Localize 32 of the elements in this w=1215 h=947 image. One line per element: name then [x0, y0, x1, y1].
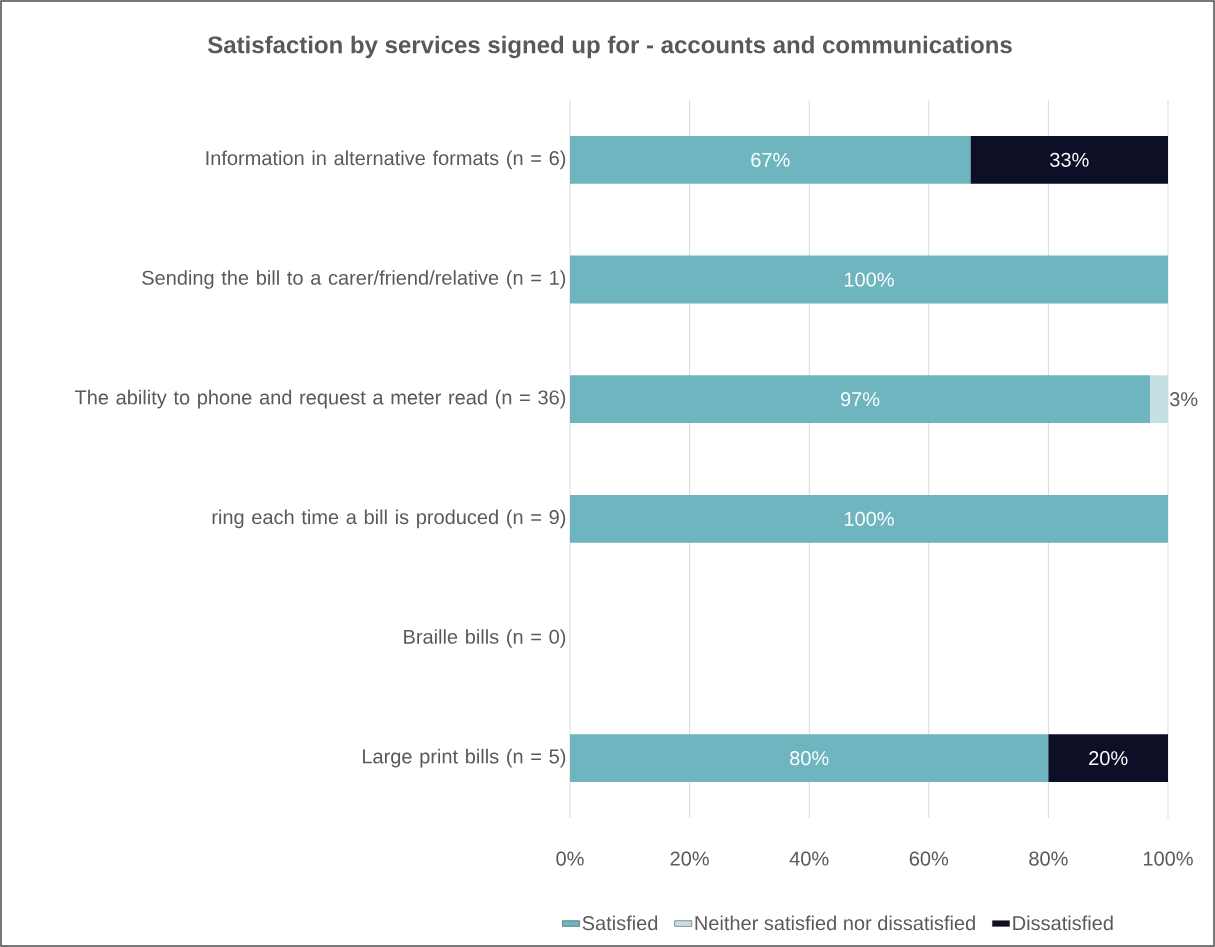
y-tick-label: Large print bills (n = 5): [363, 748, 566, 768]
x-tick-label: 0%: [556, 851, 584, 866]
x-tick-label: 100%: [1143, 851, 1193, 866]
bar: [570, 135, 971, 184]
data-label: 20%: [1089, 751, 1128, 766]
data-label: 80%: [790, 751, 829, 766]
data-label: 100%: [844, 272, 894, 287]
chart-title: Satisfaction by services signed up for - accounts and communications: [207, 35, 1012, 59]
x-tick-label: 60%: [909, 851, 949, 866]
bar: [570, 375, 1151, 424]
x-tick-label: 80%: [1029, 851, 1068, 866]
bar: [570, 494, 1168, 543]
data-label: 97%: [840, 392, 880, 407]
x-tick-label: 20%: [670, 851, 709, 866]
data-label: 100%: [844, 511, 894, 526]
y-tick-label: Braille bills (n = 0): [404, 629, 566, 648]
legend-label: Neither satisfied nor dissatisfied: [695, 915, 975, 931]
legend-label: Dissatisfied: [1013, 915, 1113, 931]
data-label: 67%: [751, 152, 790, 167]
data-label: 3%: [1169, 392, 1198, 407]
y-tick-label: The ability to phone and request a meter read (n = 36): [74, 389, 566, 409]
y-tick-label: ring each time a bill is produced (n = 9): [212, 509, 566, 529]
x-tick-label: 40%: [789, 851, 829, 866]
y-tick-label: Information in alternative formats (n = 6): [206, 150, 566, 170]
bar: [570, 255, 1168, 304]
bar: [1048, 734, 1168, 783]
legend-label: Satisfied: [582, 915, 658, 931]
bar: [1150, 375, 1168, 424]
bar: [570, 734, 1049, 783]
y-tick-label: Sending the bill to a carer/friend/relative (n = 1): [142, 270, 566, 289]
bar: [970, 135, 1168, 184]
data-label: 33%: [1050, 152, 1089, 167]
